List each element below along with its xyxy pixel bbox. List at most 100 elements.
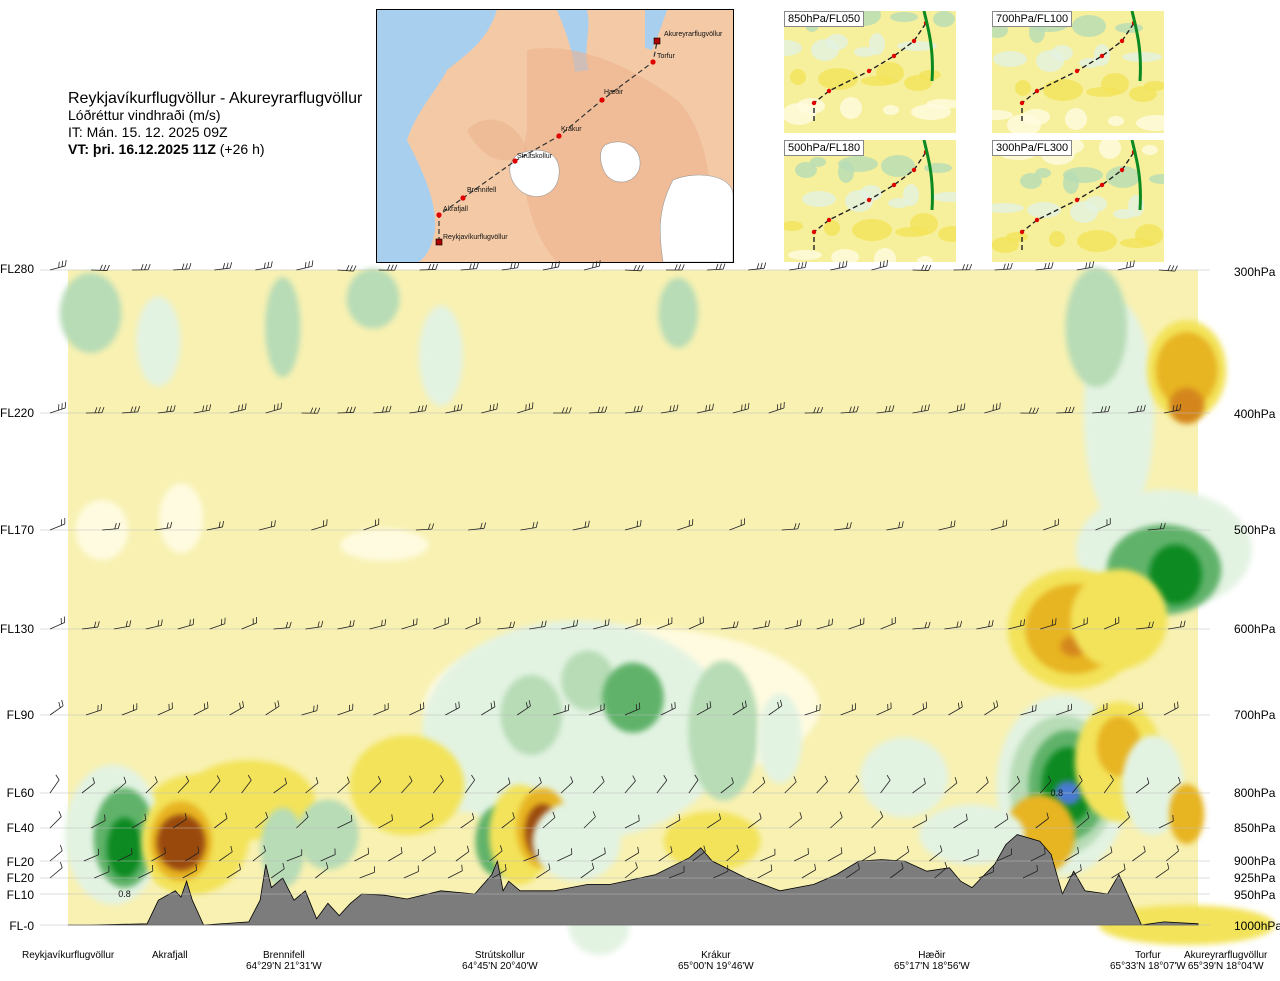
wind-barb (990, 519, 1008, 531)
mini-map-cell (911, 104, 951, 120)
wind-barb (193, 701, 209, 716)
mini-map-cell (897, 41, 937, 51)
wind-barb (1135, 777, 1150, 794)
wind-barb (501, 261, 520, 271)
map-label-strutskollur: Strútskollur (517, 153, 553, 160)
wind-barb (185, 846, 200, 862)
station-name: Akrafjall (152, 950, 188, 961)
mini-map-cell (818, 68, 858, 90)
level-label-left-10: FL-0 (9, 919, 34, 933)
level-label-right-10: 1000hPa (1234, 919, 1280, 933)
wind-barb (49, 861, 63, 879)
wind-barb (209, 775, 221, 794)
mini-map-waypoint (826, 217, 832, 223)
wind-barb (1147, 522, 1166, 531)
field-blob-13 (159, 483, 203, 554)
wind-barb (49, 616, 66, 630)
wind-barb (789, 261, 807, 271)
wind-barb (589, 406, 608, 414)
wind-barb (542, 260, 561, 271)
mini-map-waypoint (1034, 217, 1040, 223)
wind-barb (255, 261, 273, 271)
mini-map-cell (1136, 115, 1164, 131)
wind-barb (1103, 774, 1114, 794)
station-torfur: Torfur 65°33'N 18°07'W (1110, 950, 1186, 972)
mini-map-700-label: 700hPa/FL100 (992, 11, 1073, 27)
wind-barb (90, 814, 106, 829)
wind-barb (258, 520, 276, 531)
wind-barb (409, 404, 427, 414)
field-blob-57 (1169, 784, 1205, 844)
field-blob-46 (532, 801, 621, 882)
wind-barb (880, 617, 896, 630)
wind-barb (403, 865, 419, 879)
wind-barb (1136, 621, 1154, 630)
wind-barb (464, 774, 476, 794)
wind-barb (1155, 862, 1170, 879)
station-strutskollur: Strútskollur 64°45'N 20°40'W (462, 950, 538, 972)
field-blob-59 (919, 804, 1025, 865)
wind-barb (929, 845, 943, 862)
mini-map-waypoint (891, 53, 897, 59)
wind-barb (938, 520, 956, 531)
wind-barb (83, 848, 99, 862)
wind-barb (273, 777, 287, 794)
mini-map-cell (1099, 140, 1121, 159)
wind-barb (793, 847, 809, 862)
wind-barb (984, 700, 999, 716)
wind-barb (337, 776, 350, 794)
mini-map-cell (938, 226, 956, 242)
mini-map-cell (1043, 79, 1083, 101)
wind-barbs (49, 259, 1186, 879)
station-coord: 64°45'N 20°40'W (462, 961, 538, 972)
station-name: Hæðir (918, 950, 946, 961)
wind-barb (241, 617, 257, 630)
wind-barb (665, 814, 681, 829)
wind-barb (871, 259, 888, 271)
wind-barb (157, 702, 173, 716)
wind-barb (121, 406, 140, 414)
wind-barb (265, 700, 280, 716)
wind-barb (378, 264, 398, 271)
mini-map-waypoint (811, 100, 817, 106)
mini-map-cell (1070, 201, 1098, 223)
wind-barb (1104, 616, 1120, 630)
wind-barb (752, 620, 771, 630)
wind-barb (660, 701, 676, 716)
field-blob-36 (106, 817, 143, 878)
level-label-right-0: 300hPa (1234, 265, 1276, 279)
contour-label-0: 0.8 (118, 889, 131, 899)
mini-map-cell (840, 97, 862, 119)
parameter-label: Lóðréttur vindhraði (m/s) (68, 107, 221, 123)
mini-map-cell (784, 40, 802, 56)
wind-barb (460, 812, 475, 829)
mini-map-850-label: 850hPa/FL050 (784, 11, 865, 27)
wind-barb (226, 863, 241, 879)
wind-barb (117, 847, 133, 862)
level-label-right-3: 600hPa (1234, 622, 1276, 636)
mini-map-300-label: 300hPa/FL300 (992, 140, 1073, 156)
wind-barb (447, 864, 463, 879)
station-haedir: Hæðir 65°17'N 18°56'W (894, 950, 970, 972)
wind-barb (523, 849, 539, 862)
mini-map-cell (883, 105, 899, 115)
wind-barb (590, 847, 606, 862)
wind-barb (1163, 403, 1182, 414)
mini-map-waypoint (891, 182, 897, 188)
wind-barb (624, 814, 640, 829)
wind-barb (934, 861, 948, 879)
mini-map-waypoint (1074, 68, 1080, 74)
wind-barb (157, 405, 176, 414)
station-coord: 65°00'N 19°46'W (678, 961, 754, 972)
wind-barb (706, 813, 721, 829)
mini-map-cell (1108, 116, 1124, 126)
wind-barb (557, 848, 573, 862)
wind-barb (182, 864, 198, 879)
mini-map-cell (861, 76, 895, 86)
wind-barb (177, 775, 190, 794)
station-name: Torfur (1135, 950, 1161, 961)
field-blob-27 (602, 662, 664, 733)
station-akureyri: Akureyrarflugvöllur 65°39'N 18°04'W (1184, 950, 1267, 972)
wind-barb (720, 777, 734, 794)
